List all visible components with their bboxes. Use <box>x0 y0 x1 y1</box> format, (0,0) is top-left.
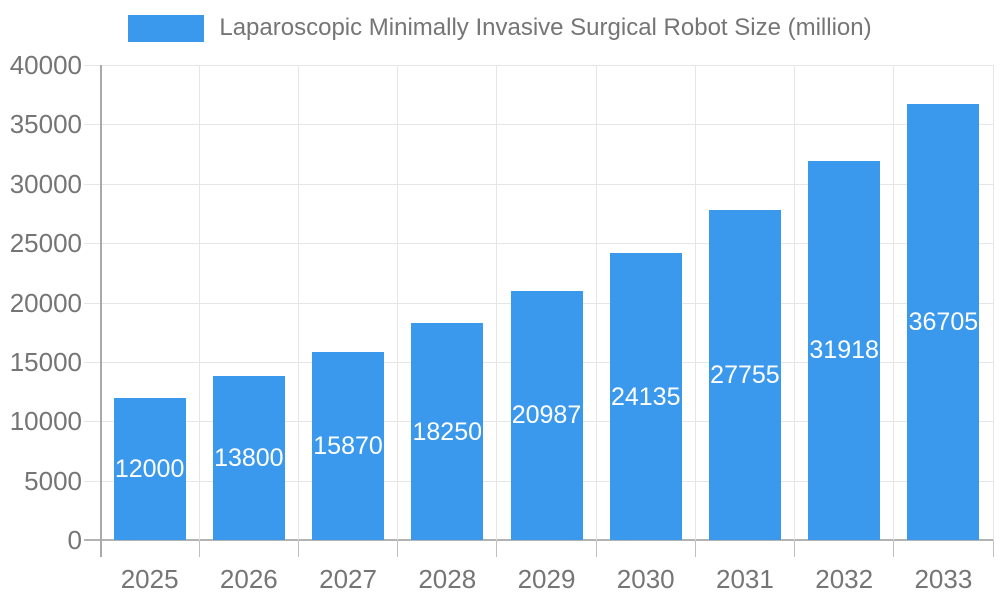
y-gridline <box>84 183 993 185</box>
legend-item[interactable]: Laparoscopic Minimally Invasive Surgical… <box>128 14 872 42</box>
y-gridline <box>84 124 993 126</box>
bar-2029[interactable] <box>510 290 583 540</box>
x-gridline <box>694 65 696 540</box>
bar-2026[interactable] <box>212 376 285 540</box>
x-gridline <box>397 65 399 540</box>
y-axis-tick-label: 15000 <box>9 346 82 377</box>
bar-2032[interactable] <box>808 160 881 540</box>
x-axis-tick-label: 2033 <box>914 564 973 594</box>
x-axis-tick <box>595 540 597 557</box>
x-axis-tick-label: 2032 <box>815 564 874 594</box>
plot-area: 0 5000 10000 15000 20000 25000 30000 35000 40000… <box>10 51 994 593</box>
bar-2027[interactable] <box>312 351 385 540</box>
y-axis-tick-label: 5000 <box>24 465 82 496</box>
y-axis-tick-label: 40000 <box>9 50 82 80</box>
x-axis-tick-label: 2025 <box>120 564 179 594</box>
x-gridline <box>893 65 895 540</box>
legend-label: Laparoscopic Minimally Invasive Surgical… <box>219 14 872 41</box>
y-gridline <box>84 243 993 245</box>
legend-swatch-icon <box>128 14 205 42</box>
x-axis-tick <box>397 540 399 557</box>
y-axis-tick-label: 35000 <box>9 109 82 140</box>
x-axis-tick <box>297 540 299 557</box>
x-axis-tick-label: 2026 <box>219 564 278 594</box>
y-axis-tick-label: 10000 <box>9 406 82 437</box>
x-axis-line <box>84 539 993 541</box>
y-axis-line <box>100 65 102 540</box>
y-axis-tick-label: 30000 <box>9 168 82 199</box>
x-axis-tick <box>893 540 895 557</box>
y-axis-tick-label: 25000 <box>9 228 82 259</box>
x-axis-tick-label: 2028 <box>418 564 477 594</box>
x-axis-tick-label: 2031 <box>716 564 774 594</box>
legend: Laparoscopic Minimally Invasive Surgical… <box>0 14 1000 42</box>
x-axis-tick-label: 2027 <box>319 564 377 594</box>
bar-2033[interactable] <box>907 104 980 540</box>
x-gridline <box>297 65 299 540</box>
y-gridline <box>84 65 993 66</box>
bar-2031[interactable] <box>708 210 781 540</box>
x-axis-tick <box>992 540 994 557</box>
bar-2028[interactable] <box>411 323 484 540</box>
x-gridline <box>992 65 994 540</box>
bar-2030[interactable] <box>609 253 682 540</box>
x-axis-tick <box>694 540 696 557</box>
x-axis-tick <box>198 540 200 557</box>
x-gridline <box>496 65 498 540</box>
x-gridline <box>595 65 597 540</box>
x-axis-tick <box>100 540 102 557</box>
x-axis-tick <box>794 540 796 557</box>
bar-2025[interactable] <box>113 397 186 540</box>
x-axis-tick <box>496 540 498 557</box>
y-axis-tick-label: 20000 <box>9 287 82 318</box>
y-axis-tick-label: 0 <box>67 525 82 555</box>
x-gridline <box>198 65 200 540</box>
x-axis-tick-label: 2029 <box>517 564 576 594</box>
x-gridline <box>794 65 796 540</box>
x-axis-tick-label: 2030 <box>616 564 675 594</box>
